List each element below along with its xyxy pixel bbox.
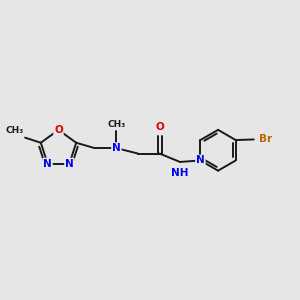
Text: N: N (43, 158, 52, 169)
Text: N: N (112, 143, 121, 153)
Text: N: N (196, 155, 205, 166)
Text: N: N (65, 158, 74, 169)
Text: Br: Br (259, 134, 272, 145)
Text: NH: NH (171, 168, 189, 178)
Text: CH₃: CH₃ (107, 120, 125, 129)
Text: CH₃: CH₃ (5, 126, 24, 135)
Text: O: O (54, 125, 63, 135)
Text: O: O (155, 122, 164, 132)
